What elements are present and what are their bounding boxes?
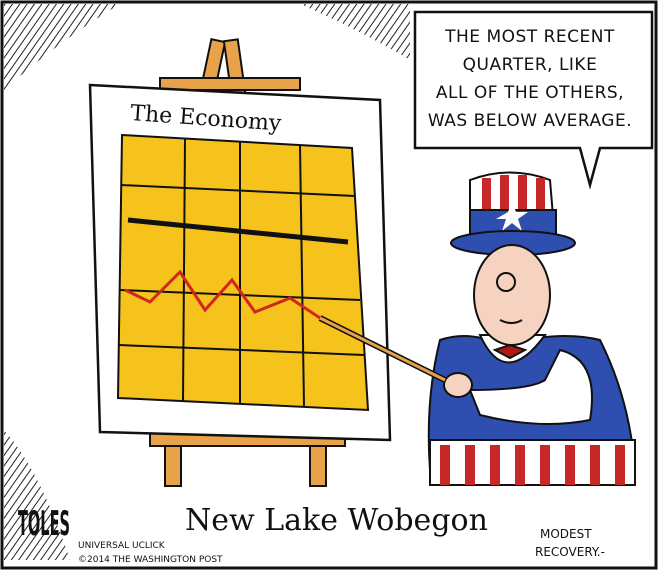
credit: ©2014 THE WASHINGTON POST [78, 555, 223, 565]
speech-line: THE MOST RECENT [444, 27, 615, 47]
speech-text: THE MOST RECENT QUARTER, LIKE ALL OF THE… [428, 27, 632, 131]
hatching [300, 4, 410, 60]
aside: MODEST [540, 527, 592, 541]
hatching [4, 430, 70, 560]
signature: TOLES [18, 504, 70, 544]
caption: New Lake Wobegon [185, 503, 488, 538]
drawn-chart [116, 133, 370, 412]
speech-bubble [413, 10, 654, 190]
speech-line: QUARTER, LIKE [463, 55, 598, 75]
speech-line: ALL OF THE OTHERS, [436, 83, 624, 103]
pointer [319, 316, 446, 382]
speech-line: WAS BELOW AVERAGE. [428, 111, 632, 131]
hatching [4, 4, 120, 90]
aside: RECOVERY.- [535, 545, 605, 559]
uncle-sam [427, 171, 637, 486]
credit: UNIVERSAL UCLICK [78, 541, 166, 551]
